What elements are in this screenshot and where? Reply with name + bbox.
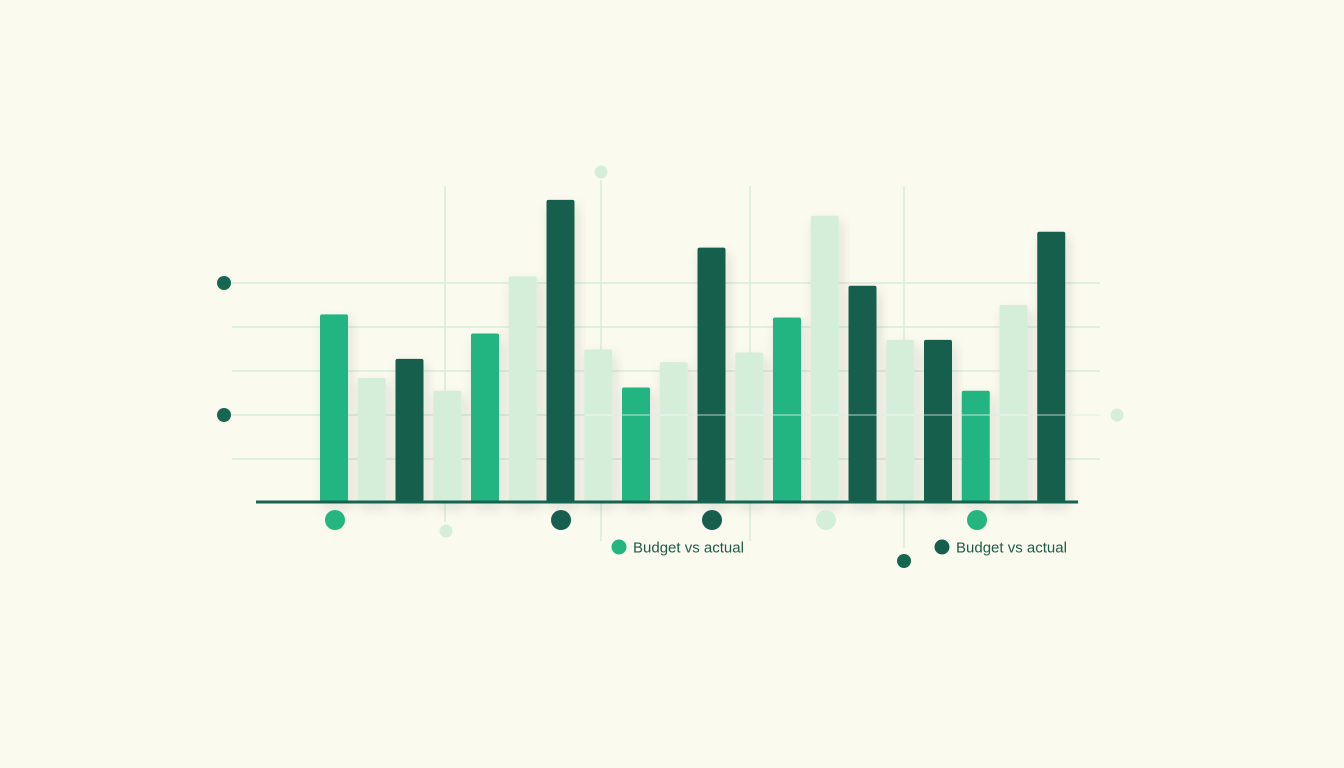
marker-dot-9 — [816, 510, 836, 530]
bar-19 — [999, 304, 1028, 502]
bar-14 — [810, 215, 839, 503]
marker-dot-1 — [217, 276, 231, 290]
bar-9 — [622, 387, 650, 502]
legend-label-1: Budget vs actual — [633, 540, 744, 557]
bar-13 — [773, 317, 801, 502]
legend: Budget vs actual Budget vs actual — [611, 539, 1067, 557]
legend-swatch-2 — [934, 539, 950, 555]
bar-10 — [659, 362, 688, 502]
marker-dot-5 — [325, 510, 345, 530]
marker-dot-3 — [594, 165, 608, 179]
legend-item-2: Budget vs actual — [934, 539, 1067, 557]
bar-6 — [508, 276, 537, 502]
marker-dot-6 — [439, 524, 453, 538]
legend-swatch-1 — [611, 539, 627, 555]
bar-2 — [357, 377, 386, 502]
bar-15 — [848, 285, 877, 502]
bar-12 — [735, 352, 764, 502]
bar-7 — [546, 199, 575, 502]
bar-16 — [886, 339, 915, 502]
decorative-markers — [217, 165, 1124, 568]
bar-8 — [584, 349, 613, 502]
marker-dot-4 — [1110, 408, 1124, 422]
marker-dot-2 — [217, 408, 231, 422]
bar-4 — [433, 390, 462, 502]
bar-11 — [697, 247, 726, 502]
marker-dot-10 — [967, 510, 987, 530]
marker-dot-11 — [897, 554, 911, 568]
legend-item-1: Budget vs actual — [611, 539, 744, 557]
bar-3 — [395, 358, 424, 502]
marker-dot-7 — [551, 510, 571, 530]
bar-5 — [471, 333, 499, 502]
bar-18 — [961, 390, 990, 502]
bar-20 — [1037, 231, 1066, 502]
bars-group — [320, 199, 1100, 503]
legend-label-2: Budget vs actual — [956, 540, 1067, 557]
marker-dot-8 — [702, 510, 722, 530]
bar-17 — [924, 339, 952, 502]
bar-1 — [320, 314, 348, 502]
